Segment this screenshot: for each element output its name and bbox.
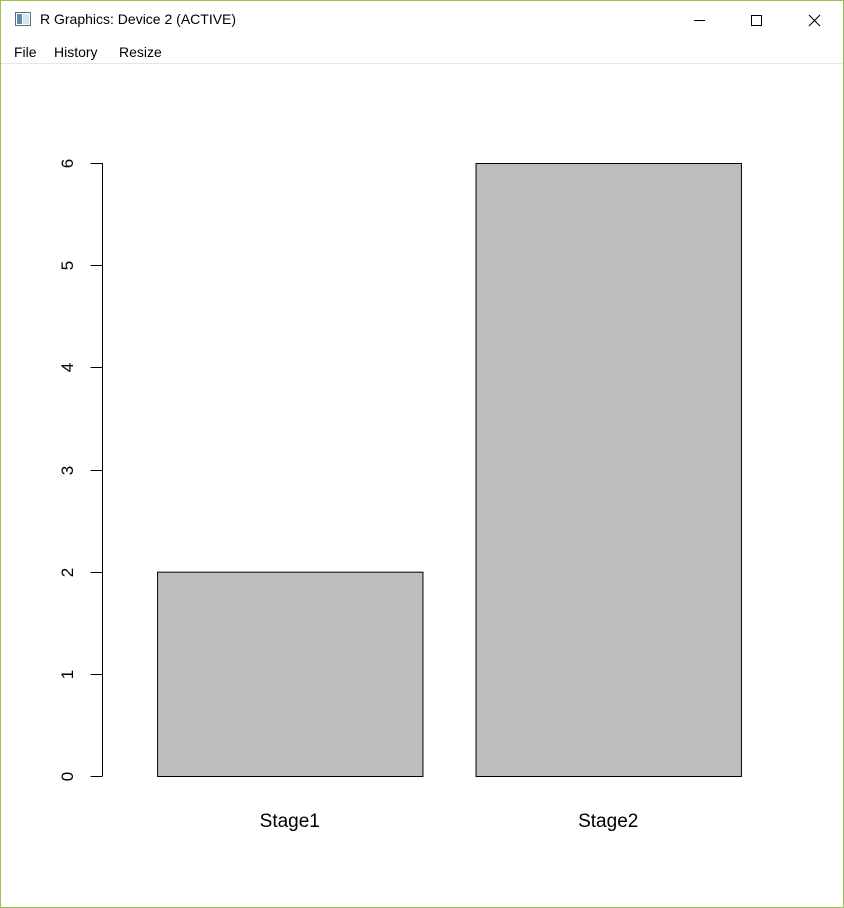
bar-chart: Stage1 Stage2 0 1 2 3 4 5 6 <box>58 159 742 832</box>
bar-stage2 <box>475 163 742 777</box>
x-category-label: Stage2 <box>578 811 638 832</box>
y-tick-label: 2 <box>58 568 77 577</box>
y-tick-label: 6 <box>58 159 77 168</box>
menu-resize[interactable]: Resize <box>119 44 162 60</box>
window-title: R Graphics: Device 2 (ACTIVE) <box>40 11 237 27</box>
minimize-button[interactable] <box>670 1 728 39</box>
maximize-button[interactable] <box>728 1 786 39</box>
plot-area: Stage1 Stage2 0 1 2 3 4 5 6 <box>1 64 843 907</box>
y-tick-label: 0 <box>58 772 77 781</box>
close-button[interactable] <box>786 1 844 39</box>
y-tick-label: 4 <box>58 363 77 372</box>
r-graphics-app-icon[interactable] <box>15 12 31 26</box>
minimize-icon <box>694 20 705 21</box>
menu-file[interactable]: File <box>14 44 37 60</box>
y-tick-label: 1 <box>58 670 77 679</box>
close-icon <box>808 14 821 27</box>
title-bar[interactable]: R Graphics: Device 2 (ACTIVE) <box>1 1 843 39</box>
menu-history[interactable]: History <box>54 44 98 60</box>
maximize-icon <box>751 15 762 26</box>
y-tick-label: 3 <box>58 466 77 475</box>
y-tick-label: 5 <box>58 261 77 270</box>
bar-stage1 <box>157 571 424 777</box>
x-category-label: Stage1 <box>260 811 320 832</box>
menu-bar: File History Resize <box>1 39 843 64</box>
